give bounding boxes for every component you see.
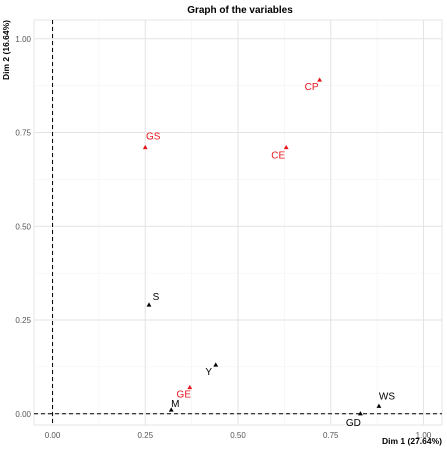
y-tick-label: 0.50 (15, 222, 31, 231)
x-tick-label: 0.25 (137, 431, 153, 440)
point-label-gd: GD (346, 418, 361, 429)
point-label-ge: GE (177, 390, 192, 401)
reference-lines (34, 20, 442, 425)
x-axis-label: Dim 1 (27.64%) (382, 436, 442, 446)
point-label-s: S (153, 292, 160, 303)
point-marker-y (213, 362, 219, 367)
tick-labels: 0.00 0.25 0.50 0.75 1.00 0.00 0.25 0.50 0.75 1.00 (15, 35, 431, 440)
point-label-cp: CP (305, 82, 319, 93)
point-marker-ws (376, 403, 382, 408)
point-marker-cp (317, 77, 322, 82)
point-marker-ce (283, 144, 289, 150)
y-tick-label: 0.00 (15, 410, 31, 419)
point-label-ce: CE (271, 151, 285, 162)
point-label-y: Y (205, 367, 212, 378)
data-points: CP GS CE S Y GEM WS GD (142, 77, 395, 429)
x-tick-label: 0.75 (323, 431, 339, 440)
point-marker-s (146, 302, 152, 307)
x-tick-label: 1.00 (416, 431, 432, 440)
y-axis-label: Dim 2 (16.64%) (1, 20, 11, 80)
x-tick-label: 0.50 (230, 431, 246, 440)
chart-title: Graph of the variables (187, 5, 293, 16)
y-tick-label: 0.75 (15, 129, 31, 138)
x-tick-label: 0.00 (45, 431, 61, 440)
point-label-ws: WS (379, 391, 395, 402)
point-marker-ge (187, 384, 193, 390)
point-marker-m (168, 407, 174, 412)
point-label-m: M (171, 399, 179, 410)
y-tick-label: 1.00 (15, 35, 31, 44)
point-marker-gs (142, 144, 148, 150)
point-marker-gd (358, 411, 363, 416)
y-tick-label: 0.25 (15, 316, 31, 325)
point-label-gs: GS (146, 132, 161, 143)
